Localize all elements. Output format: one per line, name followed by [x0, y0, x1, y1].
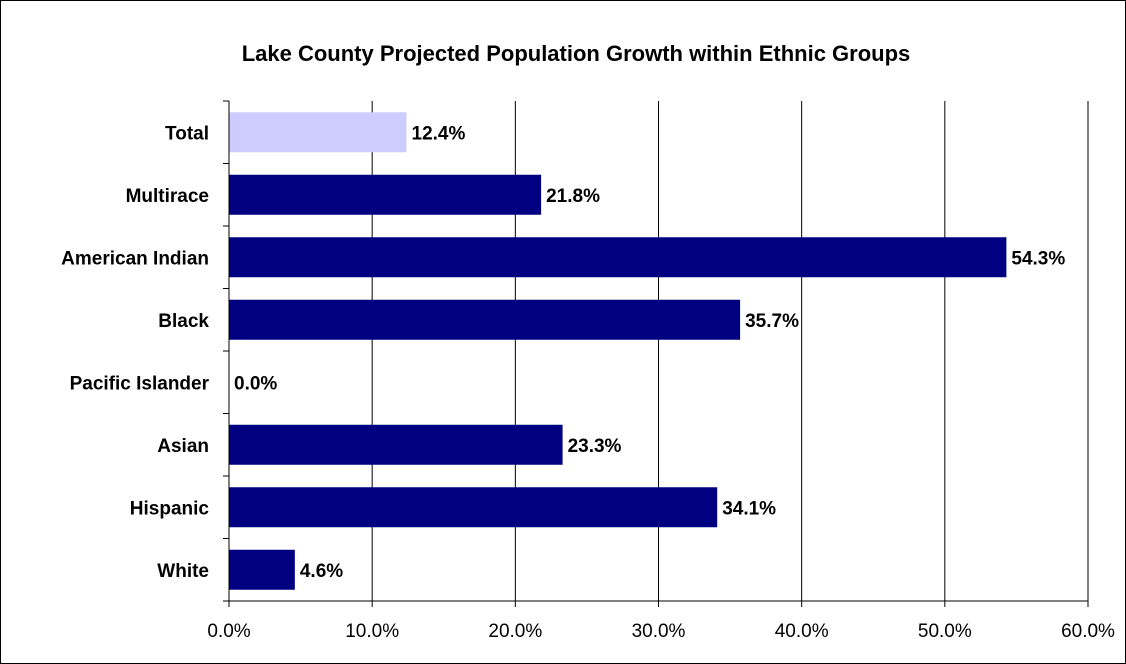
category-label: Pacific Islander [70, 373, 210, 394]
bar [229, 487, 718, 528]
category-label: Black [158, 311, 209, 332]
x-tick-label: 40.0% [775, 621, 829, 642]
labels: 0.0% 10.0% 20.0% 30.0% 40.0% 50.0% 60.0% Total 1… [61, 123, 1115, 642]
bar [229, 299, 741, 340]
data-label: 35.7% [745, 311, 799, 332]
data-label: 4.6% [300, 561, 343, 582]
category-label: Multirace [126, 186, 209, 207]
chart-title: Lake County Projected Population Growth … [242, 41, 911, 66]
bar [229, 549, 295, 590]
bar [229, 424, 563, 465]
bar [229, 112, 407, 153]
data-label: 21.8% [546, 186, 600, 207]
category-label: American Indian [61, 248, 209, 269]
category-label: White [157, 561, 209, 582]
x-tick-label: 30.0% [632, 621, 686, 642]
data-label: 12.4% [412, 123, 466, 144]
bar [229, 237, 1007, 278]
bar [229, 174, 542, 215]
x-tick-label: 20.0% [488, 621, 542, 642]
axes [223, 100, 1089, 607]
x-tick-label: 50.0% [918, 621, 972, 642]
data-label: 0.0% [234, 373, 277, 394]
category-label: Total [165, 123, 209, 144]
data-label: 54.3% [1011, 248, 1065, 269]
data-label: 23.3% [568, 436, 622, 457]
bars [229, 112, 1007, 590]
x-tick-label: 60.0% [1061, 621, 1115, 642]
x-tick-label: 10.0% [345, 621, 399, 642]
x-tick-label: 0.0% [207, 621, 250, 642]
category-label: Asian [157, 436, 209, 457]
category-label: Hispanic [130, 498, 210, 519]
data-label: 34.1% [722, 498, 776, 519]
